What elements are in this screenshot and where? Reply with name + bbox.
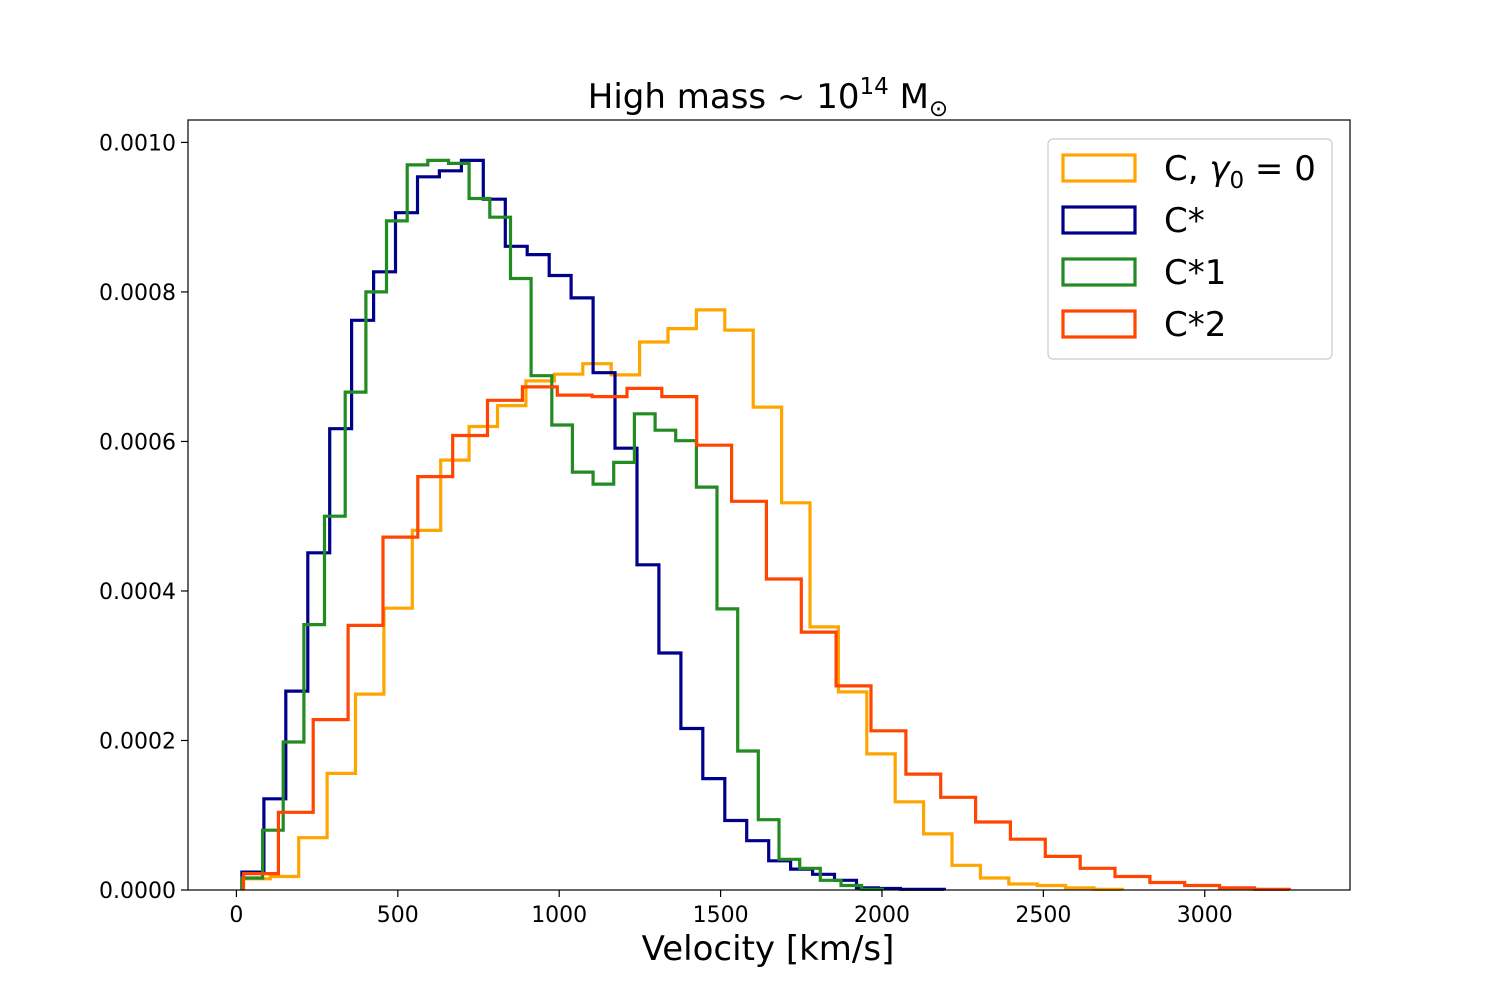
x-tick-label: 2500 [1015, 903, 1071, 928]
legend-label-1: C, γ0 = 0 [1164, 149, 1316, 194]
x-tick-label: 1500 [693, 903, 749, 928]
y-tick-label: 0.0006 [99, 430, 176, 455]
series-layer [240, 158, 1291, 891]
legend-swatch-1 [1061, 153, 1137, 183]
x-tick-label: 500 [377, 903, 419, 928]
y-tick-label: 0.0000 [99, 879, 176, 904]
legend-label-2: C* [1164, 201, 1205, 241]
legend-label-3: C*1 [1164, 253, 1226, 293]
x-tick-label: 0 [229, 903, 243, 928]
x-axis: 0 500 1000 1500 2000 2500 3000 [229, 890, 1233, 928]
legend-label-4: C*2 [1164, 305, 1226, 345]
legend-frame [1047, 138, 1333, 360]
y-tick-label: 0.0004 [99, 580, 176, 605]
legend: C, γ0 = 0 C* C*1 C*2 [1047, 138, 1333, 360]
legend-swatch-3 [1061, 257, 1137, 287]
series-3-step-outline [240, 158, 884, 891]
legend-swatch-4 [1061, 309, 1137, 339]
x-tick-label: 1000 [531, 903, 587, 928]
series-4-step-outline [241, 385, 1291, 891]
y-tick-label: 0.0010 [99, 131, 176, 156]
y-axis: 0.0000 0.0002 0.0004 0.0006 0.0008 0.0010 [99, 131, 188, 904]
x-tick-label: 2000 [854, 903, 910, 928]
legend-swatch-2 [1061, 205, 1137, 235]
x-tick-label: 3000 [1177, 903, 1233, 928]
chart-title: High mass ~ 1014 M⊙ [588, 74, 948, 122]
x-axis-title: Velocity [km/s] [642, 929, 895, 969]
plot-frame [187, 119, 1351, 891]
y-tick-label: 0.0008 [99, 281, 176, 306]
series-1-step-outline [240, 308, 1124, 891]
y-tick-label: 0.0002 [99, 729, 176, 754]
